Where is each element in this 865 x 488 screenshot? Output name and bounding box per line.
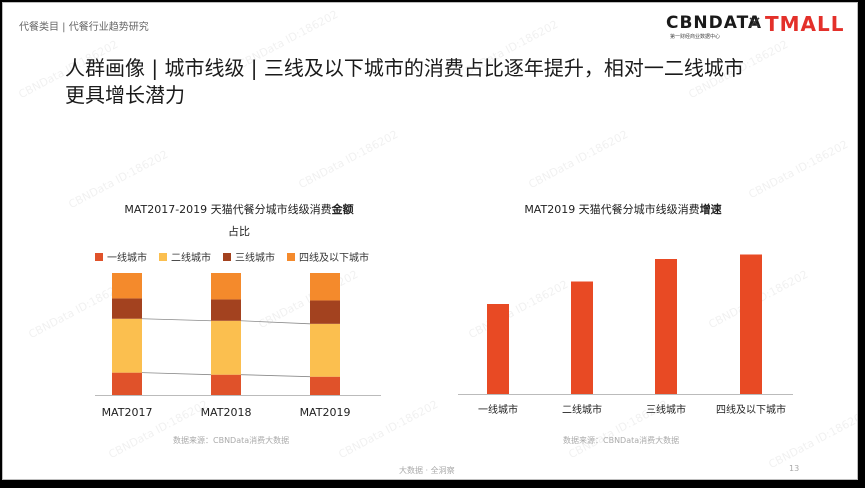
right-chart-title-prefix: MAT2019 天猫代餐分城市线级消费 [524, 203, 700, 216]
left-chart-legend: 一线城市 二线城市 三线城市 四线及以下城市 [95, 249, 369, 264]
stacked-bar-segment [112, 298, 142, 319]
connector-line [141, 318, 212, 322]
cbndata-logo-subtitle: 第一财经商业数据中心 [670, 34, 721, 40]
tmall-logo: TMALL [765, 12, 845, 36]
stacked-bar-segment [310, 323, 340, 377]
legend-swatch-tier1 [95, 252, 103, 261]
x-tick-label: 二线城市 [562, 403, 602, 416]
legend-item-tier3: 三线城市 [223, 249, 275, 264]
legend-item-tier1: 一线城市 [95, 249, 147, 264]
left-chart-title: MAT2017-2019 天猫代餐分城市线级消费金额 占比 [89, 199, 389, 243]
stacked-bar-segment [211, 320, 241, 375]
right-chart-title: MAT2019 天猫代餐分城市线级消费增速 [473, 199, 773, 221]
cbndata-logo: CBNDATA [666, 13, 763, 33]
footer-tagline: 大数据 · 全洞察 [399, 466, 455, 475]
connector-line [141, 372, 212, 376]
legend-label-tier3: 三线城市 [235, 253, 275, 264]
stacked-bar-segment [211, 299, 241, 321]
slide: CBNData ID:186202 CBNData ID:186202 CBNDat… [2, 2, 858, 480]
stacked-bar-segment [211, 273, 241, 300]
slide-title-line-2: 更具增长潜力 [65, 83, 185, 107]
connector-line [240, 374, 311, 378]
legend-item-tier2: 二线城市 [159, 249, 211, 264]
legend-label-tier4: 四线及以下城市 [299, 253, 369, 264]
growth-bar [655, 259, 677, 394]
legend-swatch-tier2 [159, 252, 167, 261]
left-chart-title-bold: 金额 [331, 203, 354, 216]
legend-swatch-tier4 [287, 252, 295, 261]
stacked-bar-segment [211, 374, 241, 395]
stacked-bar-segment [112, 372, 142, 395]
left-chart-source: 数据来源：CBNData消费大数据 [173, 436, 290, 445]
legend-item-tier4: 四线及以下城市 [287, 249, 369, 264]
x-tick-label: MAT2018 [201, 406, 252, 419]
x-tick-label: MAT2019 [300, 406, 351, 419]
charts-canvas: MAT2017 MAT2018 MAT2019 一线城市 二线城市 三线城市 四线及以下城市 [95, 254, 793, 419]
right-chart-title-bold: 增速 [699, 203, 722, 216]
growth-bar [487, 304, 509, 394]
slide-title-line-1: 人群画像 | 城市线级 | 三线及以下城市的消费占比逐年提升，相对一二线城市 [65, 56, 744, 80]
legend-label-tier2: 二线城市 [171, 253, 211, 264]
stacked-bar-segment [310, 273, 340, 301]
stacked-bar-segment [310, 376, 340, 395]
x-tick-label: 四线及以下城市 [716, 403, 786, 416]
x-tick-label: 一线城市 [478, 403, 518, 416]
growth-bar [740, 254, 762, 394]
x-tick-label: MAT2017 [102, 406, 153, 419]
page-number: 13 [789, 464, 800, 473]
growth-bar [571, 281, 593, 394]
stacked-bar-segment [310, 300, 340, 324]
stacked-bar-segment [112, 273, 142, 299]
stacked-bar-segment [112, 318, 142, 373]
legend-swatch-tier3 [223, 252, 231, 261]
left-chart-title-suffix: 占比 [228, 225, 250, 238]
logo-separator: × [747, 12, 763, 33]
x-tick-label: 三线城市 [646, 403, 686, 416]
category-label: 代餐类目 | 代餐行业趋势研究 [19, 22, 149, 33]
left-chart-title-prefix: MAT2017-2019 天猫代餐分城市线级消费 [124, 203, 332, 216]
legend-label-tier1: 一线城市 [107, 253, 147, 264]
slide-title: 人群画像 | 城市线级 | 三线及以下城市的消费占比逐年提升，相对一二线城市 更… [65, 55, 825, 109]
connector-line [240, 320, 311, 325]
right-chart-source: 数据来源：CBNData消费大数据 [563, 436, 680, 445]
